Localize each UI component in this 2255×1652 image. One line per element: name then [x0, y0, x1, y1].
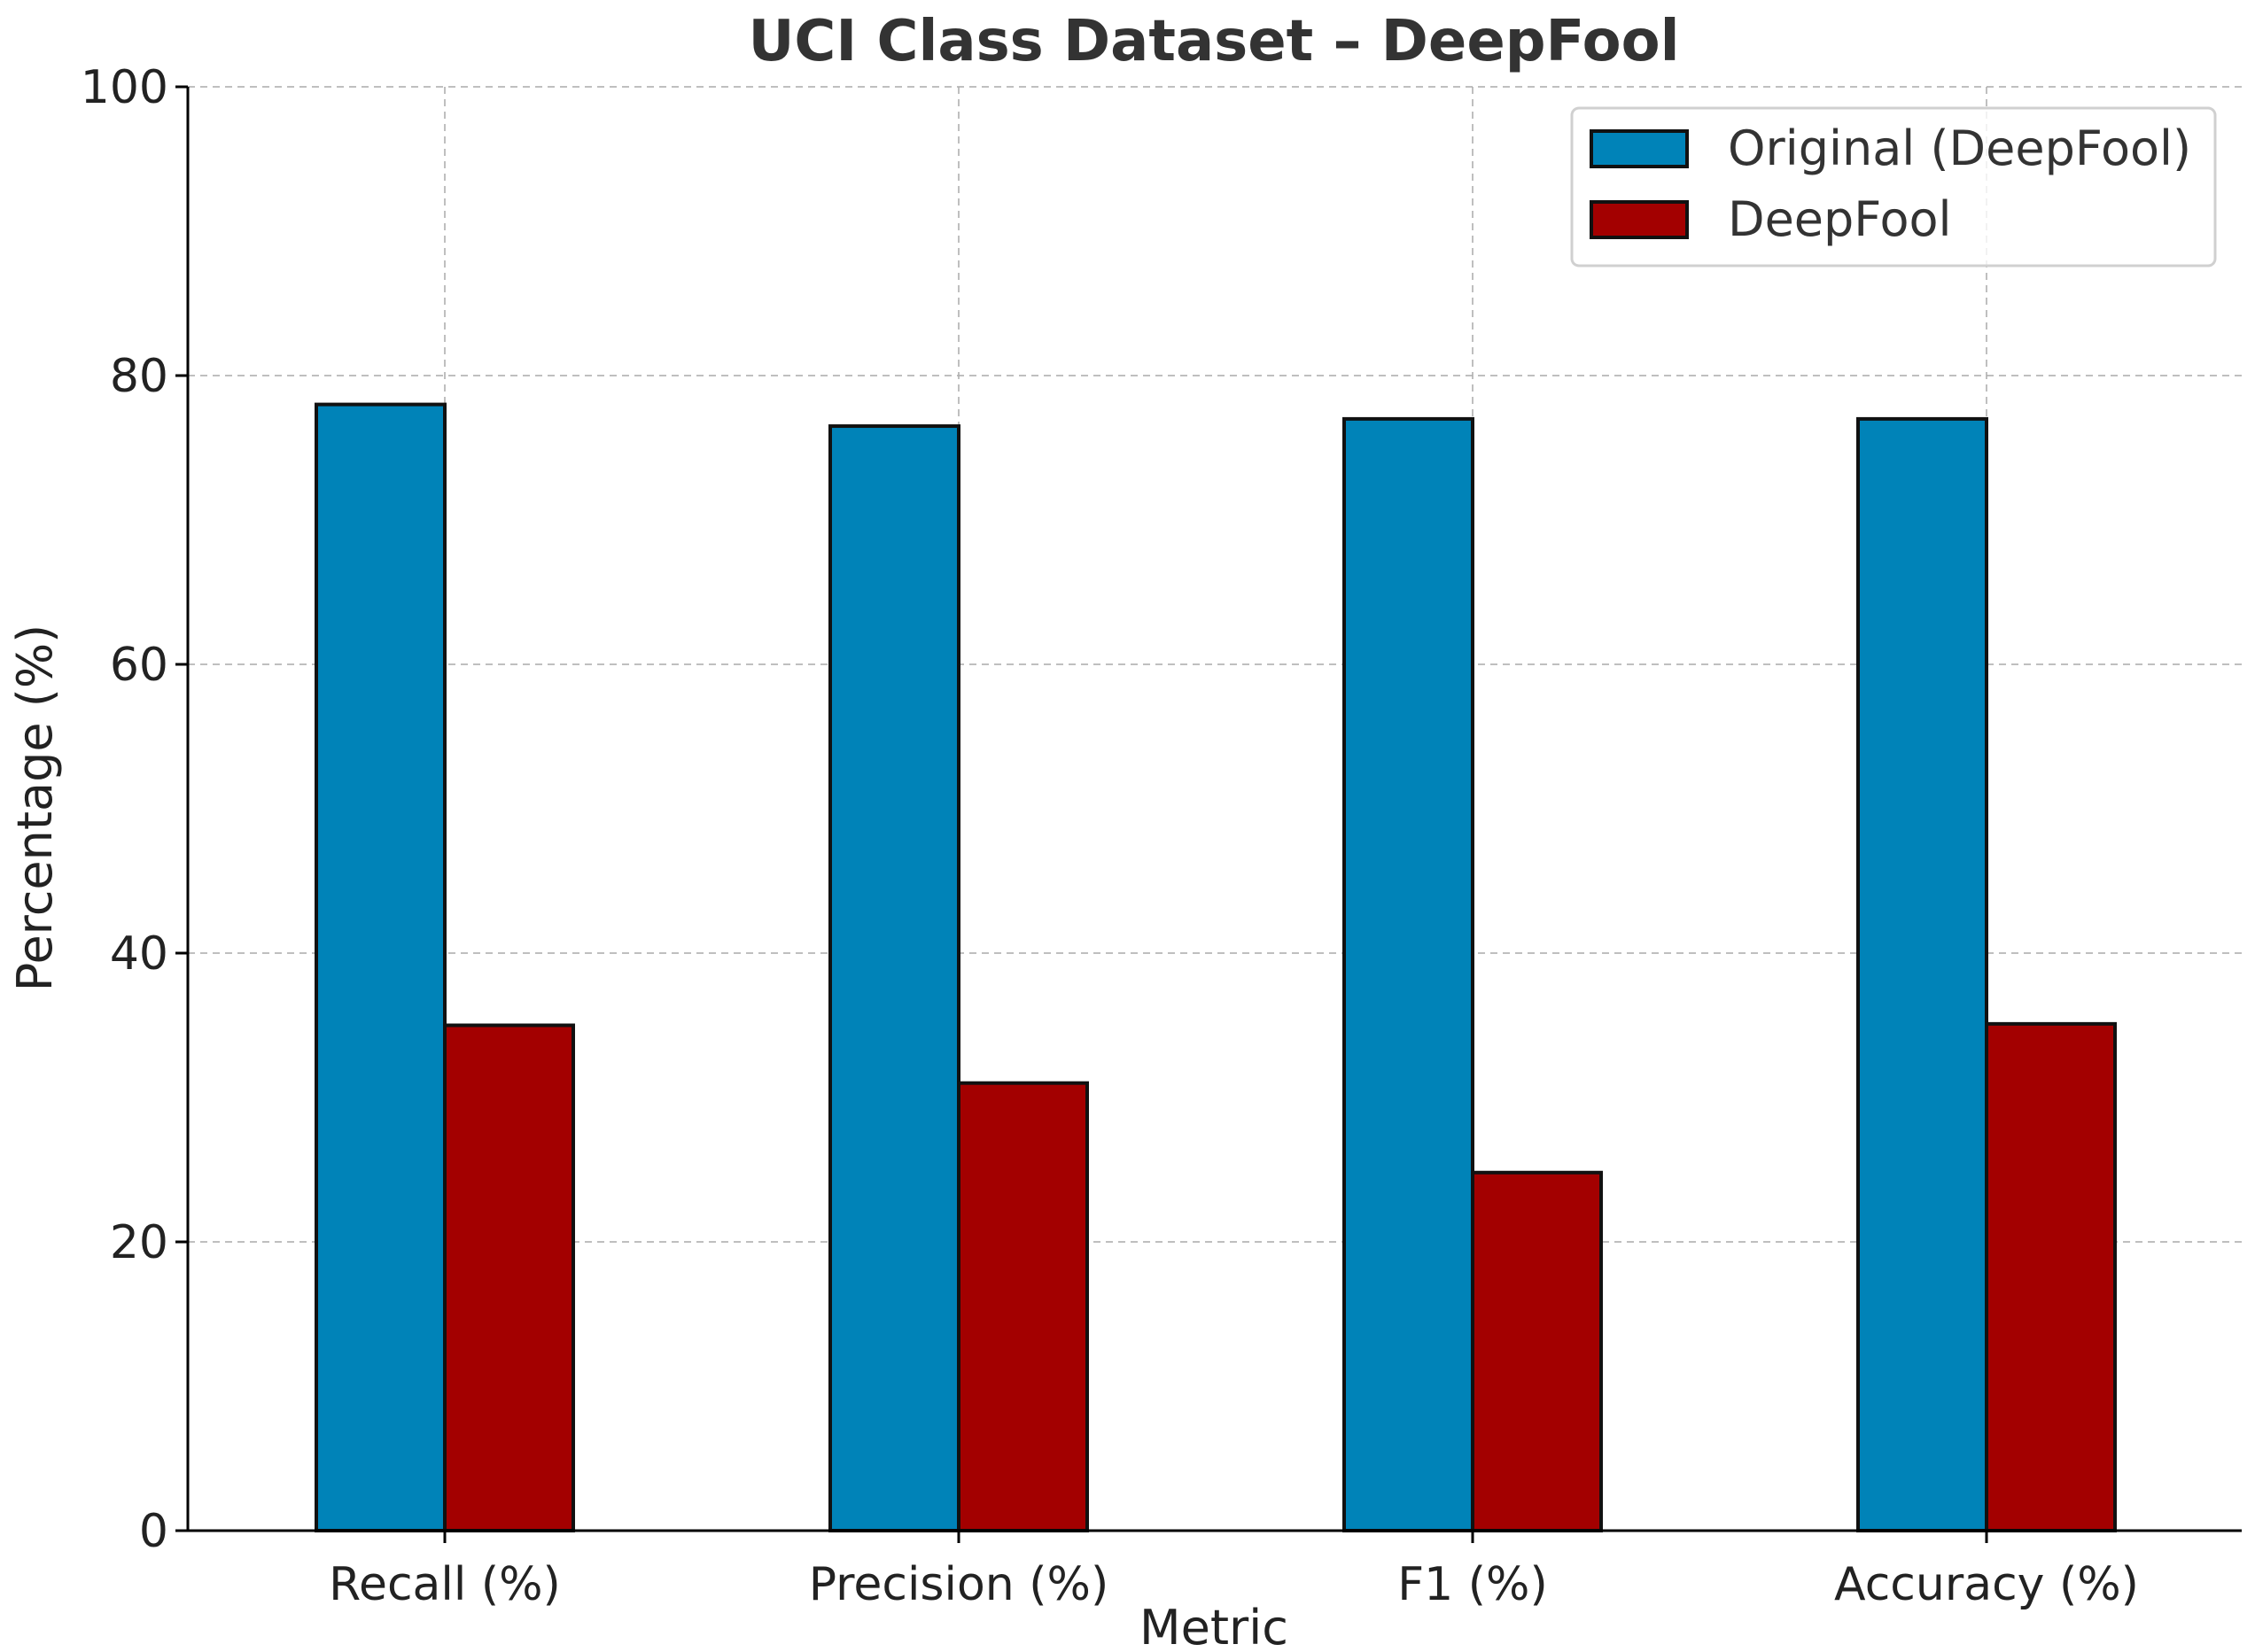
bar-original: [1342, 416, 1474, 1532]
bar-deepfool: [1471, 1170, 1603, 1532]
legend-frame: [1570, 106, 2217, 268]
y-tick-label: 100: [81, 61, 168, 114]
y-tick-label: 0: [139, 1505, 168, 1558]
y-tick-label: 80: [110, 350, 168, 403]
y-tick-label: 60: [110, 639, 168, 692]
x-tick-label: Precision (%): [809, 1558, 1109, 1611]
x-tick-label: F1 (%): [1397, 1558, 1548, 1611]
legend-label-original: Original (DeepFool): [1728, 120, 2191, 176]
bar-deepfool: [1985, 1021, 2117, 1532]
x-tick-label: Accuracy (%): [1834, 1558, 2139, 1611]
y-axis-title: Percentage (%): [7, 624, 63, 991]
chart-title: UCI Class Dataset – DeepFool: [748, 9, 1679, 74]
bar-original: [828, 424, 960, 1532]
legend-swatch-deepfool: [1590, 200, 1689, 239]
bar-original: [1856, 416, 1988, 1532]
bar-original: [315, 402, 447, 1533]
y-tick-label: 20: [110, 1216, 168, 1269]
x-axis-ticks: Recall (%) Precision (%) F1 (%) Accuracy (%…: [329, 1531, 2139, 1611]
bar-deepfool: [957, 1081, 1089, 1532]
x-axis-title: Metric: [1139, 1600, 1288, 1652]
legend-label-deepfool: DeepFool: [1728, 191, 1952, 247]
y-axis-ticks: 0 20 40 60 80 100: [81, 61, 188, 1558]
bars: [315, 402, 2117, 1533]
y-tick-label: 40: [110, 927, 168, 981]
x-tick-label: Recall (%): [329, 1558, 561, 1611]
legend: Original (DeepFool) DeepFool: [1570, 106, 2217, 268]
bar-deepfool: [443, 1023, 575, 1532]
axes: [186, 87, 2242, 1532]
legend-swatch-original: [1590, 129, 1689, 168]
